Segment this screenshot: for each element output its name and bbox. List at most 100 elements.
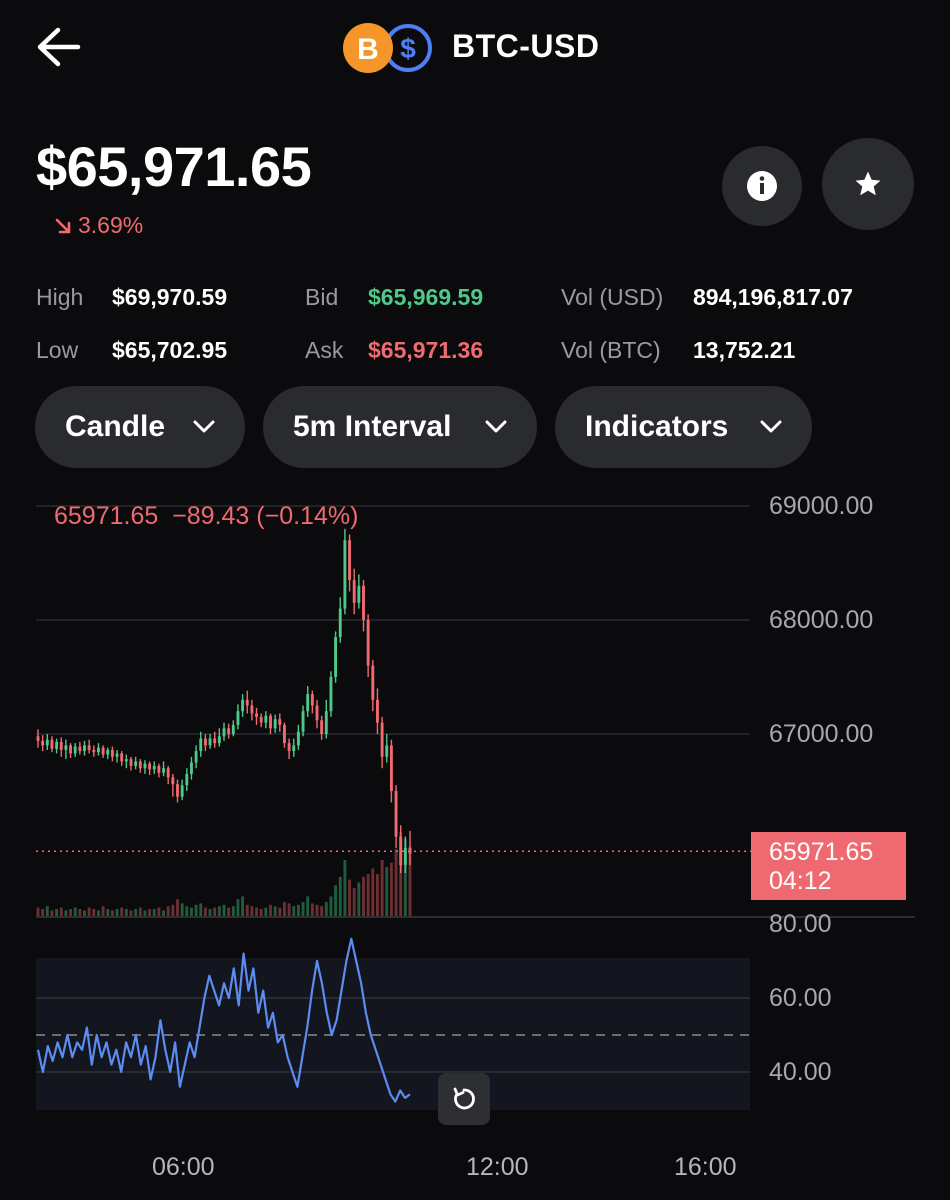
volume-bar bbox=[296, 904, 300, 916]
rsi-axis-label: 40.00 bbox=[769, 1058, 832, 1086]
arrow-left-icon bbox=[37, 27, 81, 67]
volume-bar bbox=[255, 907, 258, 916]
volume-bar bbox=[362, 876, 365, 916]
volume-bar bbox=[129, 910, 133, 916]
volume-bar bbox=[394, 848, 398, 916]
high-value: $69,970.59 bbox=[112, 284, 228, 310]
candle bbox=[208, 738, 212, 746]
volume-bar bbox=[213, 907, 217, 916]
volume-bar bbox=[69, 909, 72, 916]
reset-chart-button[interactable] bbox=[438, 1073, 490, 1125]
favorite-button[interactable] bbox=[822, 138, 914, 230]
candle bbox=[334, 637, 338, 677]
candle bbox=[348, 540, 351, 581]
info-button[interactable] bbox=[722, 146, 802, 226]
volume-bar bbox=[231, 906, 235, 916]
candle bbox=[385, 745, 389, 757]
volume-bar bbox=[320, 906, 324, 916]
candle bbox=[343, 540, 347, 609]
vol-btc-value: 13,752.21 bbox=[693, 337, 796, 363]
rsi-axis-label: 80.00 bbox=[769, 910, 832, 938]
candle bbox=[278, 719, 282, 725]
vol-usd-value: 894,196,817.07 bbox=[693, 284, 853, 310]
volume-bar bbox=[352, 888, 356, 916]
volume-bar bbox=[227, 907, 231, 916]
candle bbox=[152, 765, 156, 770]
high-label: High bbox=[36, 284, 84, 310]
rsi-line bbox=[36, 937, 411, 1103]
candle bbox=[69, 745, 72, 754]
price-axis-label: 68000.00 bbox=[769, 606, 874, 634]
candle bbox=[101, 747, 105, 755]
price-chart[interactable] bbox=[0, 480, 950, 1140]
candle bbox=[134, 761, 138, 766]
candle bbox=[138, 761, 142, 769]
candle bbox=[194, 751, 198, 763]
candle bbox=[399, 836, 403, 866]
rsi-panel bbox=[36, 958, 750, 1110]
candle bbox=[315, 705, 319, 721]
volume-bar bbox=[166, 906, 170, 916]
candle bbox=[166, 768, 170, 778]
candle bbox=[324, 711, 328, 734]
candle bbox=[255, 713, 258, 717]
volume-bar bbox=[403, 839, 407, 916]
indicators-dropdown[interactable]: Indicators bbox=[555, 386, 812, 468]
candle bbox=[231, 724, 235, 734]
candle bbox=[41, 740, 45, 746]
chart-type-dropdown[interactable]: Candle bbox=[35, 386, 245, 468]
rsi-axis-label: 60.00 bbox=[769, 984, 832, 1012]
candle bbox=[241, 699, 245, 712]
candle bbox=[199, 738, 203, 752]
candle bbox=[403, 848, 407, 866]
candle bbox=[296, 731, 300, 746]
candle bbox=[292, 745, 296, 752]
candle bbox=[366, 620, 370, 666]
candle bbox=[389, 745, 393, 791]
candle bbox=[78, 746, 82, 752]
back-button[interactable] bbox=[30, 20, 94, 76]
candle bbox=[222, 728, 226, 737]
candle bbox=[176, 784, 179, 797]
candle bbox=[264, 715, 268, 723]
volume-bar bbox=[152, 909, 156, 916]
volume-bar bbox=[250, 906, 254, 916]
candle bbox=[310, 694, 314, 706]
volume-bar bbox=[203, 907, 207, 916]
ask-label: Ask bbox=[305, 337, 344, 363]
reset-icon bbox=[453, 1087, 475, 1110]
candle bbox=[185, 773, 189, 786]
dollar-icon: $ bbox=[384, 24, 432, 72]
volume-bar bbox=[287, 903, 291, 916]
candle bbox=[352, 580, 356, 603]
volume-bar bbox=[180, 903, 184, 916]
price-axis-label: 67000.00 bbox=[769, 720, 874, 748]
volume-bar bbox=[124, 909, 128, 916]
volume-bar bbox=[343, 860, 347, 916]
volume-bar bbox=[366, 874, 370, 916]
volume-bar bbox=[143, 910, 147, 916]
interval-dropdown[interactable]: 5m Interval bbox=[263, 386, 537, 468]
volume-bar bbox=[171, 904, 175, 916]
volume-bar bbox=[310, 903, 314, 916]
candle bbox=[129, 759, 133, 766]
candle bbox=[287, 743, 291, 752]
candle bbox=[269, 715, 272, 729]
candle bbox=[362, 585, 365, 620]
volume-bar bbox=[78, 909, 82, 916]
candle bbox=[301, 711, 305, 732]
volume-bar bbox=[64, 910, 68, 916]
candle bbox=[250, 705, 254, 714]
volume-bar bbox=[329, 896, 333, 916]
volume-bar bbox=[190, 907, 193, 916]
vol-btc-label: Vol (BTC) bbox=[561, 337, 661, 363]
candle bbox=[157, 765, 161, 773]
vol-usd-label: Vol (USD) bbox=[561, 284, 664, 310]
volume-bar bbox=[334, 885, 338, 916]
candle bbox=[227, 728, 231, 734]
volume-bar bbox=[283, 902, 286, 916]
volume-bar bbox=[83, 910, 86, 916]
volume-bar bbox=[185, 906, 189, 916]
candle bbox=[357, 585, 361, 603]
volume-bar bbox=[348, 879, 351, 916]
